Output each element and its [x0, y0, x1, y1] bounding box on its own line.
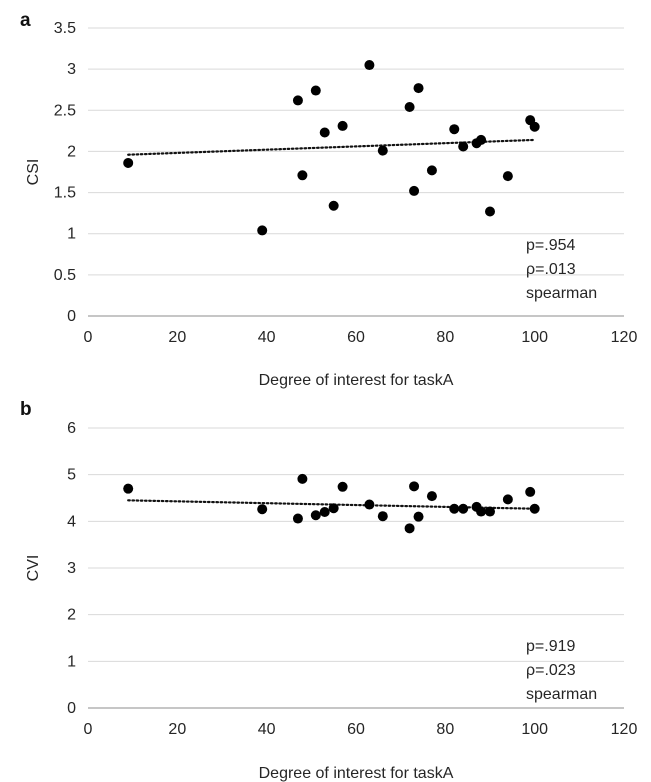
panel-b-y-tick-label: 0 [67, 700, 76, 717]
panel-b-data-point [413, 511, 424, 522]
panel-a-y-tick-label: 3.5 [54, 20, 76, 37]
panel-b-x-tick-label: 60 [347, 721, 365, 738]
panel-b-data-point [319, 507, 330, 517]
panel-a-y-tick-label: 2.5 [54, 102, 76, 119]
panel-b-data-point [409, 481, 420, 492]
panel-b-rho-value: ρ=.023 [526, 662, 576, 679]
panel-a-x-tick-label: 80 [436, 329, 454, 346]
panel-b-y-tick-label: 2 [67, 607, 76, 624]
panel-b-y-tick-label: 3 [67, 560, 76, 577]
panel-b-data-point [404, 523, 415, 534]
panel-a-data-point [328, 200, 339, 211]
panel-a-data-point [476, 134, 487, 145]
panel-a-x-tick-label: 100 [521, 329, 548, 346]
panel-b-y-axis-label: CVI [25, 555, 42, 582]
panel-a-data-point [297, 170, 308, 181]
panel-b-data-point [485, 506, 495, 517]
panel-b-data-point [328, 503, 339, 514]
panel-a-y-tick-label: 1 [67, 226, 76, 243]
panel-a-data-point [319, 127, 330, 138]
panel-b-p-value: p=.919 [526, 638, 575, 655]
panel-b-x-tick-label: 0 [84, 721, 93, 738]
panel-a-data-point [449, 124, 460, 135]
panel-a-data-point [458, 141, 469, 152]
panel-b-data-point [525, 486, 536, 497]
panel-b-data-point [502, 494, 513, 505]
panel-b-x-tick-label: 100 [521, 721, 548, 738]
panel-a-x-tick-label: 120 [611, 329, 638, 346]
panel-b-x-tick-label: 40 [258, 721, 276, 738]
panel-b-data-point [337, 481, 348, 492]
panel-b-x-tick-label: 80 [436, 721, 454, 738]
panel-a-x-tick-label: 60 [347, 329, 365, 346]
panel-a-data-point [529, 121, 540, 132]
panel-b-data-point [377, 511, 388, 522]
panel-a-data-point [310, 85, 321, 96]
panel-a-data-point [426, 165, 437, 176]
panel-b-data-point [297, 473, 308, 484]
panel-a-test-name: spearman [526, 285, 597, 302]
panel-a-plot: 0 0.5 1 1.5 2 2.5 3 3.5 0 20 40 60 80 100 120 [54, 20, 638, 346]
panel-b-y-tick-label: 5 [67, 467, 76, 484]
panel-b-data-point [292, 513, 303, 524]
panel-b-test-name: spearman [526, 686, 597, 703]
panel-a-x-tick-label: 20 [168, 329, 186, 346]
panel-a-y-tick-label: 1.5 [54, 185, 76, 202]
panel-a-data-point [257, 225, 268, 236]
panel-a-data-point [409, 185, 420, 196]
panel-a-y-tick-label: 3 [67, 61, 76, 78]
panel-a-y-tick-label: 0 [67, 308, 76, 325]
panel-a-y-axis-label: CSI [25, 159, 42, 186]
panel-a-rho-value: ρ=.013 [526, 261, 576, 278]
panel-a-data-point [413, 83, 424, 94]
panel-b-label: b [20, 399, 32, 420]
panel-b-data-point [529, 503, 540, 514]
panel-b-y-tick-label: 6 [67, 420, 76, 437]
panel-b-y-tick-label: 1 [67, 653, 76, 670]
panel-a: a 0 0.5 1 1.5 2 2.5 3 3.5 0 20 40 60 80 100 120 Degree… [20, 10, 637, 389]
panel-a-x-axis-label: Degree of interest for taskA [259, 372, 454, 389]
panel-a-data-point [485, 206, 495, 217]
panel-a-trendline [127, 138, 536, 156]
panel-a-data-point [292, 95, 303, 106]
panel-a-data-point [502, 171, 513, 182]
panel-a-y-tick-label: 0.5 [54, 267, 76, 284]
panel-a-data-point [364, 60, 375, 71]
panel-a-x-tick-label: 0 [84, 329, 93, 346]
panel-b-data-point [257, 504, 268, 515]
panel-a-x-tick-label: 40 [258, 329, 276, 346]
panel-a-data-point [123, 157, 134, 168]
panel-b-x-tick-label: 20 [168, 721, 186, 738]
panel-b-data-point [458, 503, 469, 514]
panel-a-data-point [337, 120, 348, 131]
panel-a-label: a [20, 10, 31, 31]
panel-b-x-tick-label: 120 [611, 721, 638, 738]
panel-a-data-point [404, 101, 415, 112]
panel-b-data-point [123, 483, 134, 494]
panel-b-x-axis-label: Degree of interest for taskA [259, 765, 454, 782]
panel-a-p-value: p=.954 [526, 237, 575, 254]
panel-b-data-point [449, 503, 460, 514]
panel-a-data-point [377, 145, 388, 156]
panel-b-data-point [426, 491, 437, 502]
panel-b-data-point [364, 499, 375, 510]
panel-b-y-tick-label: 4 [67, 513, 76, 530]
panel-b-data-point [476, 506, 487, 517]
panel-b-data-point [310, 510, 321, 521]
panel-a-y-tick-label: 2 [67, 143, 76, 160]
